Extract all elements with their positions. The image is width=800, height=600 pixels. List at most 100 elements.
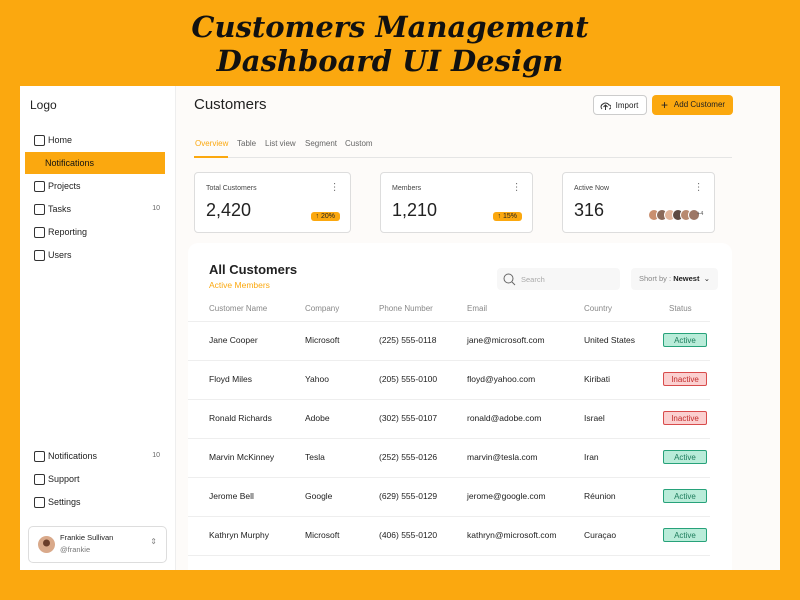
chevron: ⌄: [703, 274, 710, 283]
icon: [34, 204, 45, 215]
table-cell: (302) 555-0107: [379, 413, 438, 423]
table-title: All Customers: [209, 262, 298, 277]
table-cell: Marvin McKinney: [209, 452, 275, 462]
table-cell: (205) 555-0100: [379, 374, 438, 384]
stat-change: ↑ 20%: [310, 212, 340, 221]
table-cell: ronald@adobe.com: [467, 413, 542, 423]
status-badge: Inactive: [663, 372, 707, 386]
table-cell: marvin@tesla.com: [467, 452, 538, 462]
icon: +: [661, 98, 669, 112]
sort-select[interactable]: Short by : Newest ⌄: [631, 268, 718, 290]
stat-value: 2,420: [206, 200, 252, 220]
nav-badge: 10: [152, 452, 160, 459]
nav-label: Tasks: [48, 204, 72, 214]
table-cell: Floyd Miles: [209, 374, 252, 384]
nav-item[interactable]: Support: [28, 468, 168, 490]
table-cell: Microsoft: [305, 530, 340, 540]
nav-item[interactable]: Settings: [28, 491, 168, 513]
nav-label: Users: [48, 250, 72, 260]
nav-item[interactable]: Notifications: [25, 152, 165, 174]
nav-label: Home: [48, 135, 73, 145]
user-card[interactable]: Frankie Sullivan @frankie ⇕: [28, 526, 167, 563]
tab[interactable]: Custom: [345, 139, 373, 148]
change-value: 20%: [320, 213, 335, 220]
nav-label: Notifications: [48, 451, 98, 461]
nav-item[interactable]: Home: [28, 129, 168, 151]
table-cell: (225) 555-0118: [379, 335, 437, 345]
table-cell: (406) 555-0120: [379, 530, 438, 540]
icon: [34, 250, 45, 261]
add-customer-button[interactable]: + Add Customer: [652, 95, 733, 115]
menu-dots[interactable]: ···: [693, 182, 704, 192]
stat-card: Total Customers 2,420 ··· ↑ 20%: [194, 172, 351, 233]
table-cell: kathryn@microsoft.com: [467, 530, 557, 540]
avatar: [688, 209, 700, 221]
table-cell: Adobe: [305, 413, 330, 423]
nav-item[interactable]: Tasks 10: [28, 198, 168, 220]
stat-value: 316: [574, 200, 605, 220]
column-header: Status: [669, 304, 692, 313]
tab[interactable]: Table: [237, 139, 257, 148]
menu-dots[interactable]: ···: [511, 182, 522, 192]
nav-item[interactable]: Notifications 10: [28, 445, 168, 467]
row-divider: [188, 555, 710, 556]
nav-label: Settings: [48, 497, 81, 507]
tab[interactable]: Segment: [305, 139, 338, 148]
page-title: Customers: [194, 96, 267, 113]
logo: Logo: [30, 98, 57, 112]
nav-item[interactable]: Projects: [28, 175, 168, 197]
banner-title: Customers Management: [191, 10, 589, 44]
column-header: Country: [584, 304, 613, 313]
stat-label: Total Customers: [206, 185, 257, 192]
column-header: Phone Number: [379, 304, 433, 313]
stat-label: Members: [392, 185, 422, 192]
table-cell: jerome@google.com: [467, 491, 546, 501]
label: Add Customer: [673, 100, 726, 109]
nav-item[interactable]: Users: [28, 244, 168, 266]
table-cell: United States: [584, 335, 636, 345]
import-button[interactable]: Import: [593, 95, 647, 115]
tab[interactable]: Overview: [195, 139, 229, 148]
table-cell: Microsoft: [305, 335, 340, 345]
icon: [503, 273, 516, 286]
tab-underline: [194, 156, 228, 158]
row-divider: [188, 477, 710, 478]
row-divider: [188, 321, 710, 322]
table-cell: jane@microsoft.com: [467, 335, 545, 345]
table-cell: (252) 555-0126: [379, 452, 438, 462]
nav-label: Reporting: [48, 227, 88, 237]
icon: [34, 227, 45, 238]
avatar: [38, 536, 55, 553]
status-badge: Active: [663, 450, 707, 464]
nav-item[interactable]: Reporting: [28, 221, 168, 243]
table-cell: Jane Cooper: [209, 335, 258, 345]
menu-dots[interactable]: ···: [329, 182, 340, 192]
stat-card: Members 1,210 ··· ↑ 15%: [380, 172, 533, 233]
table-cell: Jerome Bell: [209, 491, 254, 501]
table-cell: Tesla: [305, 452, 325, 462]
tab[interactable]: List view: [265, 139, 296, 148]
table-cell: floyd@yahoo.com: [467, 374, 536, 384]
banner-title: Dashboard UI Design: [216, 44, 564, 78]
user-handle: @frankie: [60, 545, 91, 554]
table-cell: Ronald Richards: [209, 413, 272, 423]
search-box[interactable]: Search: [497, 268, 620, 290]
nav-badge: 10: [152, 205, 160, 212]
stat-change: ↑ 15%: [492, 212, 522, 221]
sort-label: Short by :: [639, 274, 672, 283]
stat-label: Active Now: [574, 185, 610, 192]
stat-card: Active Now 316 ··· +4: [562, 172, 715, 233]
table-cell: Réunion: [584, 491, 616, 501]
icon: [34, 497, 45, 508]
row-divider: [188, 360, 710, 361]
change-value: 15%: [502, 213, 517, 220]
column-header: Email: [467, 304, 488, 313]
sort-value: Newest: [673, 274, 700, 283]
column-header: Customer Name: [209, 304, 268, 313]
search-placeholder: Search: [521, 275, 545, 284]
table-cell: (629) 555-0129: [379, 491, 438, 501]
icon: [600, 102, 611, 110]
icon: [34, 451, 45, 462]
table-card: All Customers Active Members Search Shor…: [188, 243, 732, 570]
